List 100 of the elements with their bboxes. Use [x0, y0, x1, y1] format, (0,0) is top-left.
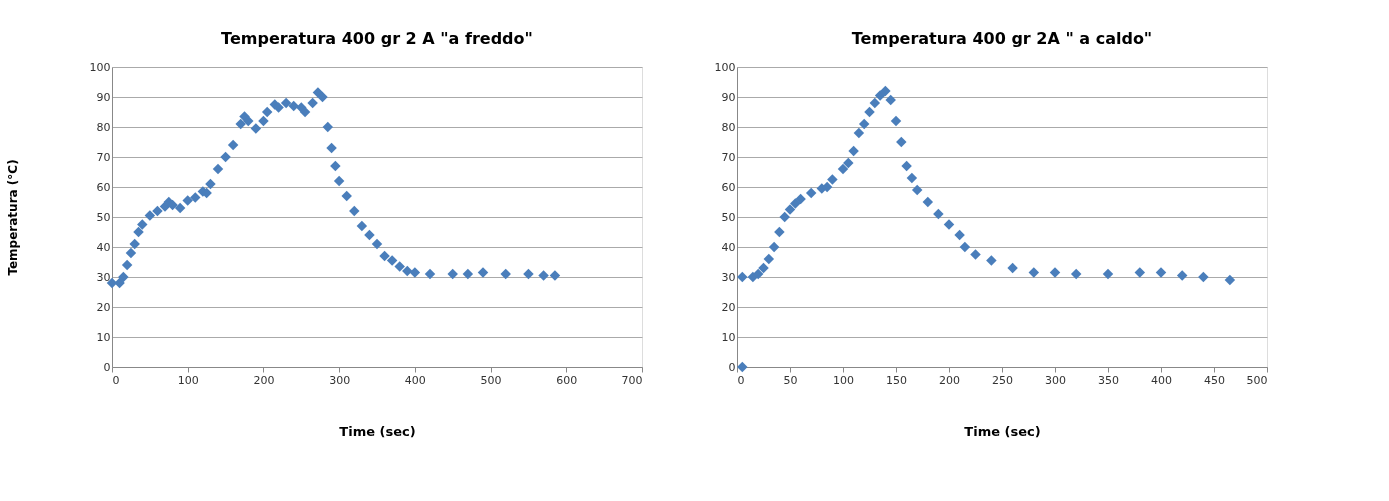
point	[205, 178, 216, 190]
point	[477, 267, 489, 278]
point	[133, 226, 144, 238]
point	[954, 229, 965, 241]
point	[462, 268, 474, 280]
point	[805, 187, 817, 199]
x-tick-label: 250	[992, 373, 1013, 387]
point	[758, 262, 769, 274]
y-tick-label: 40	[721, 240, 736, 254]
point	[795, 193, 806, 205]
x-tick-label: 100	[833, 373, 854, 387]
point	[911, 184, 923, 196]
point	[364, 229, 375, 241]
point	[1070, 268, 1082, 280]
point	[896, 136, 907, 148]
point	[779, 211, 790, 223]
point	[843, 157, 854, 169]
point	[1155, 267, 1167, 278]
chart-title: Temperatura 400 gr 2A " a caldo"	[851, 29, 1153, 48]
x-tick-label: 50	[783, 373, 798, 387]
x-tick-label: 700	[621, 373, 643, 387]
x-tick-label: 450	[1204, 373, 1225, 387]
point	[774, 226, 785, 238]
point	[837, 163, 849, 175]
point	[349, 205, 360, 217]
point	[790, 198, 801, 209]
point	[858, 118, 870, 130]
point	[1176, 270, 1188, 281]
point	[1134, 267, 1146, 278]
point	[848, 145, 859, 157]
y-tick-label: 60	[96, 180, 111, 194]
y-tick-label: 50	[96, 210, 111, 224]
y-tick-label: 0	[103, 360, 111, 374]
point	[1102, 268, 1114, 280]
point	[784, 204, 796, 215]
x-tick-label: 500	[480, 373, 502, 387]
point	[317, 91, 328, 103]
x-tick-label: 350	[1098, 373, 1119, 387]
y-tick-label: 10	[96, 330, 111, 344]
x-axis-title: Time (sec)	[339, 423, 416, 439]
y-tick-label: 0	[728, 360, 736, 374]
point	[959, 241, 971, 253]
x-axis-title: Time (sec)	[964, 423, 1041, 439]
point	[943, 219, 955, 230]
point	[869, 97, 881, 109]
point	[885, 94, 896, 106]
x-tick-label: 400	[1151, 373, 1172, 387]
y-tick-label: 100	[89, 60, 111, 74]
x-tick-label: 600	[556, 373, 578, 387]
point	[906, 172, 918, 184]
point	[144, 210, 156, 221]
point	[174, 202, 186, 214]
point	[341, 190, 352, 202]
x-tick-label: 0	[737, 373, 745, 387]
point	[523, 268, 534, 280]
point	[1224, 274, 1236, 286]
point	[933, 208, 944, 220]
point	[737, 361, 748, 373]
y-tick-label: 90	[721, 90, 736, 104]
point	[307, 97, 318, 109]
point	[424, 268, 436, 280]
point	[379, 250, 390, 262]
point	[1049, 267, 1061, 278]
point	[227, 139, 239, 151]
x-tick-label: 500	[1246, 373, 1268, 387]
point	[500, 268, 511, 280]
point	[1007, 262, 1018, 274]
point	[827, 174, 838, 185]
point	[280, 97, 292, 109]
point	[1198, 271, 1209, 283]
point	[447, 268, 458, 280]
point	[322, 121, 334, 133]
point	[118, 271, 129, 283]
point	[356, 220, 368, 232]
point	[864, 106, 875, 118]
x-tick-label: 200	[253, 373, 275, 387]
point	[114, 277, 125, 289]
point	[549, 270, 561, 281]
y-tick-label: 50	[721, 210, 736, 224]
point	[220, 151, 231, 163]
x-tick-label: 300	[329, 373, 351, 387]
point	[1028, 267, 1040, 278]
point	[986, 255, 997, 266]
y-tick-label: 100	[714, 60, 736, 74]
y-tick-label: 60	[721, 180, 736, 194]
y-axis-title: Temperatura (°C)	[5, 159, 20, 276]
point	[538, 270, 549, 281]
x-tick-label: 200	[939, 373, 960, 387]
point	[212, 163, 224, 175]
point	[409, 267, 421, 278]
point	[394, 261, 405, 272]
point	[330, 160, 341, 172]
y-tick-label: 30	[96, 270, 111, 284]
point	[121, 259, 133, 271]
point	[874, 90, 886, 101]
point	[258, 115, 269, 127]
point	[371, 238, 383, 250]
point	[386, 255, 398, 266]
point	[890, 115, 902, 127]
y-tick-label: 80	[721, 120, 736, 134]
